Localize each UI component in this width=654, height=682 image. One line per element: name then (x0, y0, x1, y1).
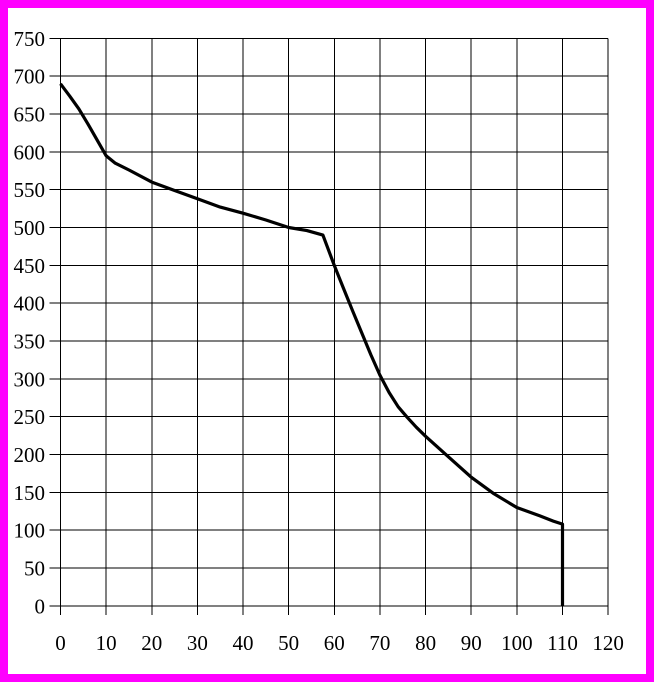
x-tick-label: 20 (141, 631, 162, 655)
y-tick-label: 550 (14, 178, 46, 202)
x-tick-label: 40 (233, 631, 254, 655)
x-tick-label: 120 (592, 631, 624, 655)
y-tick-label: 200 (14, 443, 46, 467)
line-chart: 0 10 20 30 40 50 60 70 80 90 100 110 120 0 50 100 150 20… (14, 27, 624, 655)
y-tick-label: 150 (14, 481, 46, 505)
x-tick-label: 60 (324, 631, 345, 655)
y-tick-label: 400 (14, 292, 46, 316)
y-tick-label: 650 (14, 103, 46, 127)
y-tick-label: 500 (14, 216, 46, 240)
x-axis-tick-labels: 0 10 20 30 40 50 60 70 80 90 100 110 120 (55, 631, 624, 655)
x-tick-label: 10 (96, 631, 117, 655)
y-tick-label: 250 (14, 405, 46, 429)
x-tick-label: 90 (461, 631, 482, 655)
y-tick-label: 50 (24, 556, 45, 580)
y-tick-label: 600 (14, 140, 46, 164)
x-tick-label: 100 (501, 631, 533, 655)
y-tick-label: 350 (14, 330, 46, 354)
y-tick-label: 0 (35, 594, 46, 618)
y-tick-label: 450 (14, 254, 46, 278)
x-tick-label: 110 (547, 631, 578, 655)
x-tick-label: 0 (55, 631, 66, 655)
y-tick-label: 750 (14, 27, 46, 51)
data-curve (59, 82, 565, 606)
y-tick-label: 700 (14, 65, 46, 89)
y-axis-tick-labels: 0 50 100 150 200 250 300 350 400 450 500 550 600 650 7… (14, 27, 46, 618)
x-tick-label: 50 (278, 631, 299, 655)
x-tick-label: 30 (187, 631, 208, 655)
chart-grid (60, 37, 609, 607)
x-tick-label: 70 (369, 631, 390, 655)
y-tick-label: 300 (14, 367, 46, 391)
x-tick-label: 80 (415, 631, 436, 655)
y-tick-label: 100 (14, 519, 46, 543)
axis-tick-marks (49, 37, 609, 615)
